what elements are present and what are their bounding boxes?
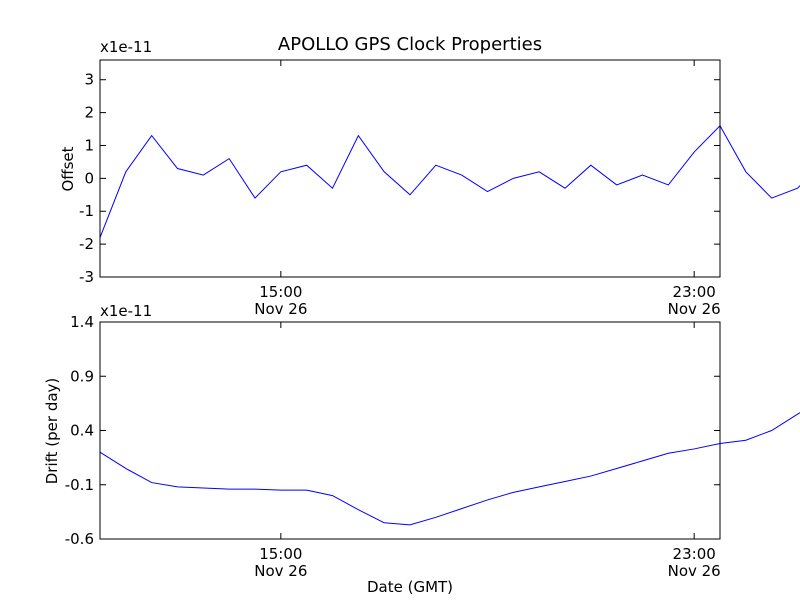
ytick-label: 2 [84, 104, 94, 122]
drift-scale-label: x1e-11 [100, 302, 152, 320]
offset-ylabel: Offset [59, 146, 77, 191]
drift-panel: x1e-11 Drift (per day) Date (GMT) -0.6 -0… [43, 302, 800, 596]
ytick-label: 1 [84, 136, 94, 154]
xtick-label-time: 23:00 [673, 283, 716, 301]
drift-plot-frame [99, 321, 721, 540]
ytick-label: -2 [79, 235, 94, 253]
drift-ylabel: Drift (per day) [43, 378, 61, 485]
series-line [99, 124, 800, 238]
xtick-label-date: Nov 26 [668, 562, 721, 580]
ytick-label: -1 [79, 202, 94, 220]
ytick-label: 1.4 [70, 313, 94, 331]
series-line [99, 412, 800, 526]
ytick-label: 3 [84, 71, 94, 89]
offset-panel: APOLLO GPS Clock Properties x1e-11 Offse… [59, 34, 800, 318]
ytick-label: -0.6 [65, 530, 94, 548]
xtick-label-time: 15:00 [259, 283, 302, 301]
chart-title: APOLLO GPS Clock Properties [278, 34, 542, 55]
drift-series [99, 412, 800, 526]
ytick-label: -0.1 [65, 476, 94, 494]
ytick-label: -3 [79, 268, 94, 286]
offset-plot-frame [99, 59, 721, 278]
xtick-label-time: 23:00 [673, 545, 716, 563]
drift-xlabel: Date (GMT) [367, 578, 453, 596]
xtick-label-date: Nov 26 [254, 562, 307, 580]
ytick-label: 0.9 [70, 367, 94, 385]
xtick-label-date: Nov 26 [254, 300, 307, 318]
xtick-label-date: Nov 26 [668, 300, 721, 318]
offset-scale-label: x1e-11 [100, 38, 152, 56]
xtick-label-time: 15:00 [259, 545, 302, 563]
ytick-label: 0.4 [70, 422, 94, 440]
offset-series [99, 124, 800, 238]
ytick-label: 0 [84, 169, 94, 187]
